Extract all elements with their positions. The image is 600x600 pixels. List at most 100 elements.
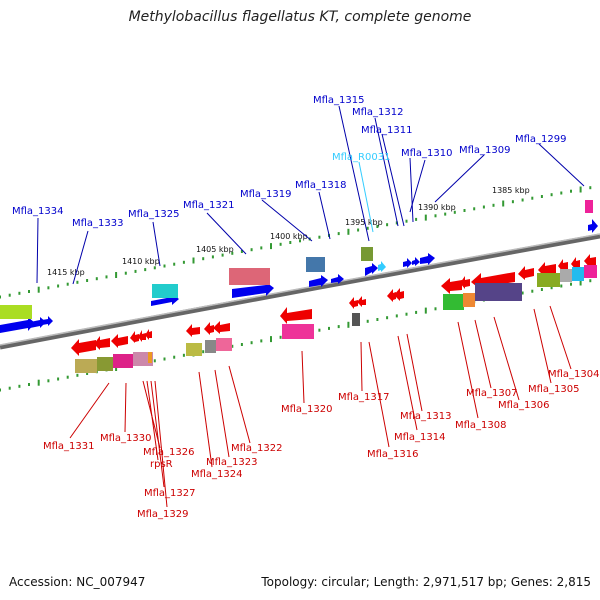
gene-arrow[interactable] — [204, 322, 214, 335]
gene-arrow[interactable] — [588, 219, 598, 233]
gene-arrow[interactable] — [460, 276, 470, 289]
scale-tick-mark — [192, 257, 195, 264]
gene-label[interactable]: Mfla_1319 — [240, 189, 292, 200]
feature-bar[interactable] — [75, 359, 97, 373]
gene-arrow[interactable] — [365, 263, 378, 276]
gene-label[interactable]: Mfla_1308 — [455, 420, 507, 431]
gene-label[interactable]: Mfla_1307 — [466, 388, 518, 399]
gene-arrow[interactable] — [571, 257, 580, 270]
feature-bar[interactable] — [113, 354, 133, 368]
gene-arrow[interactable] — [558, 259, 568, 272]
gene-arrow[interactable] — [309, 275, 328, 287]
feature-bar[interactable] — [186, 343, 202, 356]
gene-label[interactable]: Mfla_1320 — [281, 404, 333, 415]
gene-label[interactable]: Mfla_1327 — [144, 488, 196, 499]
gene-label[interactable]: Mfla_1310 — [401, 148, 453, 159]
feature-bar[interactable] — [463, 293, 475, 307]
feature-bar[interactable] — [584, 265, 597, 278]
gene-arrow[interactable] — [42, 316, 53, 326]
gene-label[interactable]: Mfla_1299 — [515, 134, 567, 145]
scale-dot — [511, 200, 514, 204]
gene-arrow[interactable] — [130, 331, 139, 343]
feature-bar[interactable] — [306, 257, 325, 272]
scale-dot — [289, 241, 292, 244]
gene-label[interactable]: Mfla_1316 — [367, 449, 419, 460]
scale-dot — [76, 280, 79, 284]
gene-label[interactable]: Mfla_1329 — [137, 509, 189, 520]
scale-tick-label: 1390 kbp — [418, 203, 456, 212]
gene-label[interactable]: Mfla_1331 — [43, 441, 95, 452]
gene-label[interactable]: Mfla_1311 — [361, 125, 413, 136]
gene-label[interactable]: rpsR — [150, 459, 173, 470]
gene-label[interactable]: Mfla_1323 — [206, 457, 258, 468]
gene-arrow[interactable] — [186, 324, 200, 337]
gene-arrow[interactable] — [71, 339, 96, 356]
rna-gene-label[interactable]: Mfla_R0031 — [332, 152, 390, 163]
gene-arrow[interactable] — [420, 253, 435, 265]
gene-label[interactable]: Mfla_1318 — [295, 180, 347, 191]
gene-label[interactable]: Mfla_1305 — [528, 384, 580, 395]
gene-label[interactable]: Mfla_1312 — [352, 107, 404, 118]
scale-dot — [570, 282, 572, 286]
feature-bar[interactable] — [475, 283, 522, 301]
plus-strand-labels: Mfla_1334 Mfla_1333 Mfla_1325 Mfla_1321 … — [12, 95, 567, 229]
gene-arrow[interactable] — [412, 257, 420, 266]
gene-arrow[interactable] — [584, 254, 596, 268]
gene-label[interactable]: Mfla_1334 — [12, 206, 64, 217]
feature-bar[interactable] — [229, 268, 270, 285]
feature-bar[interactable] — [572, 267, 584, 281]
gene-arrow[interactable] — [145, 329, 152, 340]
feature-bar[interactable] — [0, 305, 32, 319]
gene-arrow[interactable] — [349, 297, 358, 309]
gene-arrow[interactable] — [387, 289, 396, 302]
feature-bar[interactable] — [97, 357, 113, 371]
feature-bar[interactable] — [216, 338, 232, 351]
gene-label[interactable]: Mfla_1304 — [548, 369, 600, 380]
gene-label[interactable]: Mfla_1313 — [400, 411, 452, 422]
feature-bar[interactable] — [361, 247, 373, 261]
gene-arrow[interactable] — [280, 307, 312, 324]
gene-arrow[interactable] — [357, 296, 366, 307]
gene-label[interactable]: Mfla_1315 — [313, 95, 365, 106]
gene-arrow[interactable] — [138, 330, 146, 342]
scale-dot — [105, 275, 108, 279]
gene-label[interactable]: Mfla_1306 — [498, 400, 550, 411]
gene-label[interactable]: Mfla_1325 — [128, 209, 180, 220]
gene-arrow[interactable] — [0, 317, 35, 333]
gene-arrow[interactable] — [441, 278, 462, 294]
gene-arrow[interactable] — [111, 334, 128, 348]
gene-label[interactable]: Mfla_1322 — [231, 443, 283, 454]
feature-bar[interactable] — [352, 313, 360, 326]
scale-dot — [386, 223, 389, 227]
gene-arrow[interactable] — [94, 336, 110, 350]
gene-arrow[interactable] — [232, 282, 274, 298]
gene-arrow[interactable] — [331, 274, 344, 284]
feature-bar[interactable] — [282, 324, 314, 339]
feature-bar[interactable] — [148, 352, 152, 363]
rna-gene-arrow[interactable] — [378, 261, 386, 272]
gene-label[interactable]: Mfla_1314 — [394, 432, 446, 443]
gene-label[interactable]: Mfla_1309 — [459, 145, 511, 156]
gene-label[interactable]: Mfla_1326 — [143, 447, 195, 458]
feature-bar[interactable] — [537, 273, 560, 287]
scale-dot — [95, 277, 98, 281]
gene-arrow[interactable] — [213, 321, 230, 334]
scale-dot — [473, 207, 476, 211]
gene-arrow[interactable] — [518, 266, 534, 280]
scale-dot — [366, 226, 369, 230]
scale-dot — [386, 316, 389, 320]
feature-bar[interactable] — [585, 200, 593, 213]
feature-bar[interactable] — [152, 284, 178, 298]
feature-bar[interactable] — [443, 294, 464, 310]
feature-bar[interactable] — [560, 269, 572, 282]
gene-arrow[interactable] — [403, 258, 412, 268]
gene-label[interactable]: Mfla_1324 — [191, 469, 243, 480]
gene-label[interactable]: Mfla_1333 — [72, 218, 124, 229]
gene-label[interactable]: Mfla_1330 — [100, 433, 152, 444]
gene-label[interactable]: Mfla_1317 — [338, 392, 390, 403]
gene-label[interactable]: Mfla_1321 — [183, 200, 235, 211]
feature-bar[interactable] — [205, 340, 216, 353]
gene-arrow[interactable] — [394, 288, 404, 301]
scale-tick-mark — [579, 279, 582, 286]
gene-arrow[interactable] — [30, 317, 46, 328]
